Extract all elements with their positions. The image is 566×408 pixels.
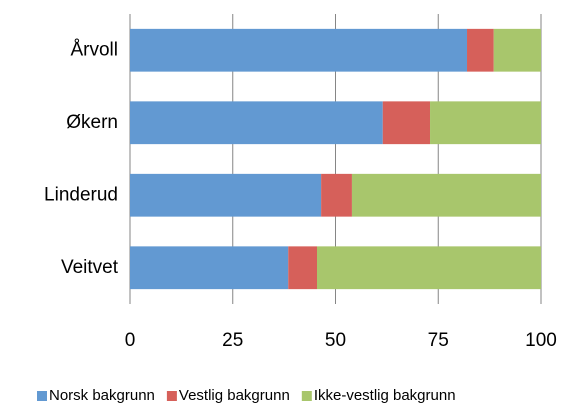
x-tick-label: 25 — [222, 330, 243, 351]
y-tick-label: Linderud — [44, 184, 118, 205]
x-tick-label: 75 — [428, 330, 449, 351]
legend-label: Vestlig bakgrunn — [179, 387, 290, 404]
y-tick-label: Økern — [66, 112, 118, 133]
bar — [317, 246, 541, 290]
bar — [493, 28, 541, 72]
x-tick-label: 0 — [125, 330, 136, 351]
bar — [351, 173, 541, 217]
bar — [130, 246, 289, 290]
bar — [130, 173, 322, 217]
legend-label: Norsk bakgrunn — [49, 387, 155, 404]
legend-swatch — [37, 391, 47, 401]
bar — [130, 101, 383, 145]
x-tick-label: 50 — [325, 330, 346, 351]
bar — [467, 28, 494, 72]
y-tick-label: Årvoll — [70, 39, 118, 60]
bar — [321, 173, 352, 217]
legend-swatch — [301, 391, 312, 401]
legend-swatch — [166, 391, 177, 401]
x-tick-label: 100 — [525, 330, 557, 351]
bar — [288, 246, 318, 290]
bar — [130, 28, 468, 72]
bar — [430, 101, 541, 145]
bar — [382, 101, 431, 145]
y-tick-label: Veitvet — [61, 257, 119, 278]
legend-label: Ikke-vestlig bakgrunn — [314, 387, 456, 404]
